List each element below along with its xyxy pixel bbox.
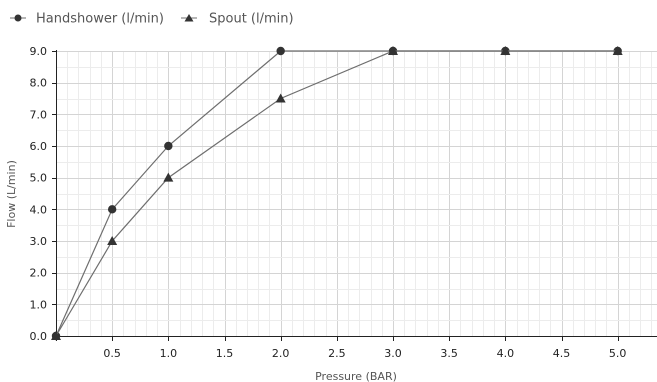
y-tick-label: 7.0 bbox=[30, 108, 48, 121]
x-tick-label: 4.5 bbox=[553, 347, 571, 360]
legend-item-handshower[interactable]: Handshower (l/min) bbox=[10, 12, 164, 27]
y-tick-label: 4.0 bbox=[30, 203, 48, 216]
data-point-triangle[interactable] bbox=[612, 46, 623, 55]
y-tick-label: 6.0 bbox=[30, 140, 48, 153]
data-point-triangle[interactable] bbox=[107, 236, 118, 245]
x-tick-label: 1.5 bbox=[216, 347, 234, 360]
series-spout bbox=[51, 46, 623, 340]
series-line bbox=[55, 50, 618, 337]
legend-label-spout: Spout (l/min) bbox=[209, 12, 294, 27]
y-tick-label: 9.0 bbox=[30, 45, 48, 58]
y-tick-label: 2.0 bbox=[30, 267, 48, 280]
data-point-triangle[interactable] bbox=[388, 46, 399, 55]
series-line bbox=[55, 50, 618, 337]
chart-series bbox=[51, 46, 623, 341]
x-tick-label: 0.5 bbox=[103, 347, 121, 360]
x-tick-label: 1.0 bbox=[160, 347, 178, 360]
chart-axes: 0.5 1.0 1.5 2.0 2.5 3.0 3.5 4.0 4.5 5.0 0.0 1.0 2.0 3… bbox=[30, 45, 657, 360]
x-tick-label: 2.5 bbox=[328, 347, 346, 360]
y-tick-label: 8.0 bbox=[30, 77, 48, 90]
legend-label-handshower: Handshower (l/min) bbox=[36, 12, 164, 27]
data-point-triangle[interactable] bbox=[500, 46, 511, 55]
legend-item-spout[interactable]: Spout (l/min) bbox=[181, 12, 294, 27]
y-axis-title: Flow (L/min) bbox=[5, 160, 18, 228]
chart-legend[interactable]: Handshower (l/min) Spout (l/min) bbox=[10, 12, 294, 27]
data-point-circle[interactable] bbox=[164, 141, 173, 151]
data-point-triangle[interactable] bbox=[275, 93, 286, 103]
y-tick-label: 1.0 bbox=[30, 298, 48, 311]
x-tick-label: 5.0 bbox=[609, 347, 627, 360]
y-tick-label: 5.0 bbox=[30, 172, 48, 185]
data-point-triangle[interactable] bbox=[163, 172, 174, 182]
circle-marker-icon bbox=[14, 14, 22, 22]
y-tick-label: 0.0 bbox=[30, 330, 48, 343]
x-tick-label: 4.0 bbox=[497, 347, 515, 360]
chart-grid bbox=[56, 51, 657, 336]
x-tick-label: 3.5 bbox=[440, 347, 458, 360]
x-tick-label: 2.0 bbox=[272, 347, 290, 360]
data-point-triangle[interactable] bbox=[51, 331, 61, 340]
x-axis-title: Pressure (BAR) bbox=[315, 370, 397, 382]
x-tick-label: 3.0 bbox=[384, 347, 402, 360]
data-point-circle[interactable] bbox=[276, 46, 285, 56]
triangle-marker-icon bbox=[184, 14, 194, 22]
y-tick-label: 3.0 bbox=[30, 235, 48, 248]
data-point-circle[interactable] bbox=[107, 205, 117, 214]
series-handshower bbox=[51, 46, 622, 341]
